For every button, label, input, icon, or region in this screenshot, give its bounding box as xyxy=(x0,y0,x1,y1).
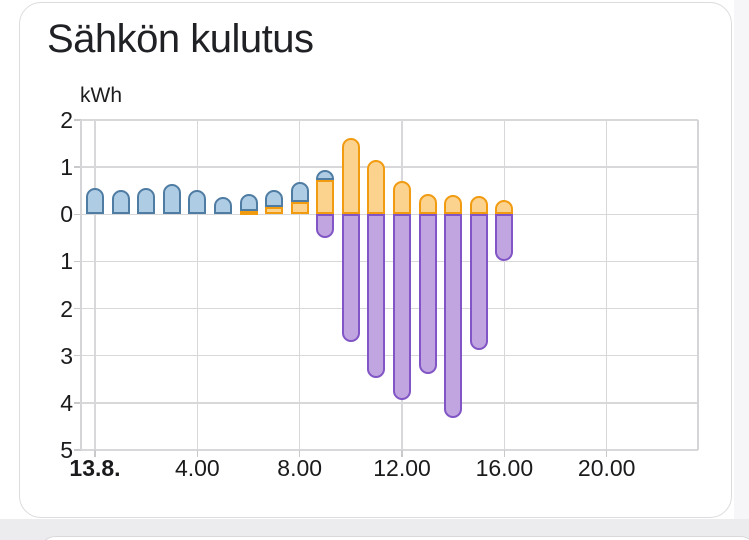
bar-segment-blue xyxy=(111,189,130,215)
x-tick-label: 4.00 xyxy=(174,455,220,481)
x-tick-label: 12.00 xyxy=(373,455,431,481)
y-axis-tick xyxy=(74,260,81,263)
bar-segment-orange xyxy=(367,159,386,215)
x-axis-tick xyxy=(298,450,301,457)
bar-segment-purple xyxy=(418,214,437,374)
bar-segment-orange xyxy=(444,194,463,215)
bar-hour-3.00[interactable] xyxy=(162,184,181,215)
x-axis-tick xyxy=(401,450,403,457)
y-axis-unit-label: kWh xyxy=(80,84,122,107)
y-axis-tick xyxy=(74,402,81,404)
bar-segment-purple xyxy=(393,214,412,401)
bar-hour-2.00[interactable] xyxy=(137,188,156,215)
bar-segment-blue xyxy=(265,190,284,207)
bar-hour-16.00[interactable] xyxy=(495,200,514,262)
next-card-edge xyxy=(38,536,749,540)
bar-segment-purple xyxy=(316,214,335,238)
y-axis-tick xyxy=(74,166,81,168)
y-tick-label: 2 xyxy=(60,107,73,133)
card-gap xyxy=(0,519,749,540)
bar-segment-orange xyxy=(239,210,258,215)
bar-hour-14.00[interactable] xyxy=(444,194,463,418)
bar-hour-0.00[interactable] xyxy=(86,188,104,215)
bar-segment-purple xyxy=(341,214,360,343)
bar-segment-blue xyxy=(188,189,207,215)
y-tick-label: 2 xyxy=(60,295,73,322)
bar-segment-blue xyxy=(239,193,258,211)
y-gridline xyxy=(81,402,698,404)
bar-hour-6.00[interactable] xyxy=(239,193,258,215)
x-axis-tick xyxy=(605,450,608,457)
x-gridline xyxy=(94,120,96,450)
y-tick-label: 4 xyxy=(60,389,73,416)
y-tick-label: 3 xyxy=(60,342,73,369)
y-axis-tick xyxy=(74,449,81,451)
x-tick-label: 13.8. xyxy=(69,455,121,481)
y-gridline xyxy=(81,119,698,121)
bar-segment-blue xyxy=(162,184,181,215)
bar-segment-orange xyxy=(393,181,412,215)
bar-hour-7.00[interactable] xyxy=(265,190,284,215)
x-axis-tick xyxy=(94,450,96,457)
bar-hour-13.00[interactable] xyxy=(418,194,437,374)
x-gridline xyxy=(503,120,506,450)
bar-segment-orange xyxy=(418,194,437,215)
bar-hour-8.00[interactable] xyxy=(290,182,309,215)
bar-hour-12.00[interactable] xyxy=(393,181,412,401)
bar-hour-4.00[interactable] xyxy=(188,189,207,215)
y-tick-label: 5 xyxy=(60,437,73,463)
y-axis-tick xyxy=(74,119,81,121)
x-gridline xyxy=(196,120,199,450)
y-tick-label: 1 xyxy=(60,154,73,181)
bar-segment-orange xyxy=(469,195,488,215)
bar-segment-orange xyxy=(290,202,309,215)
bar-segment-purple xyxy=(444,214,463,418)
y-axis-tick xyxy=(74,307,81,310)
bar-segment-orange xyxy=(316,180,335,215)
page-right-margin xyxy=(734,0,749,519)
bar-hour-9.00[interactable] xyxy=(316,170,335,238)
bar-segment-blue xyxy=(316,170,335,181)
bar-segment-blue xyxy=(137,188,156,215)
bar-hour-15.00[interactable] xyxy=(469,195,488,350)
x-tick-label: 20.00 xyxy=(577,455,636,481)
bar-segment-purple xyxy=(469,214,488,350)
x-axis-tick xyxy=(196,450,199,457)
chart-title: Sähkön kulutus xyxy=(47,17,314,61)
bar-hour-5.00[interactable] xyxy=(213,196,232,215)
plot-right-border xyxy=(697,120,699,450)
x-gridline xyxy=(298,120,301,450)
y-gridline xyxy=(81,213,698,216)
bar-hour-10.00[interactable] xyxy=(341,137,360,343)
y-tick-label: 0 xyxy=(60,201,73,228)
x-tick-label: 8.00 xyxy=(277,455,323,481)
x-gridline xyxy=(605,120,608,450)
y-gridline xyxy=(81,449,698,451)
bar-segment-orange xyxy=(495,200,514,215)
y-gridline xyxy=(81,354,698,357)
plot-left-border xyxy=(80,120,82,450)
x-tick-label: 16.00 xyxy=(475,455,534,481)
y-gridline xyxy=(81,166,698,168)
bar-segment-blue xyxy=(290,182,309,203)
y-gridline xyxy=(81,260,698,263)
bar-segment-blue xyxy=(86,188,104,215)
y-tick-label: 1 xyxy=(60,248,73,275)
bar-hour-1.00[interactable] xyxy=(111,189,130,215)
bar-segment-purple xyxy=(367,214,386,378)
y-axis-tick xyxy=(74,213,81,216)
y-gridline xyxy=(81,307,698,310)
bar-segment-purple xyxy=(495,214,514,262)
bar-segment-orange xyxy=(341,137,360,215)
bar-segment-blue xyxy=(213,196,232,215)
x-axis-tick xyxy=(503,450,506,457)
bar-hour-11.00[interactable] xyxy=(367,159,386,378)
bar-segment-orange xyxy=(265,206,284,215)
y-axis-tick xyxy=(74,354,81,357)
